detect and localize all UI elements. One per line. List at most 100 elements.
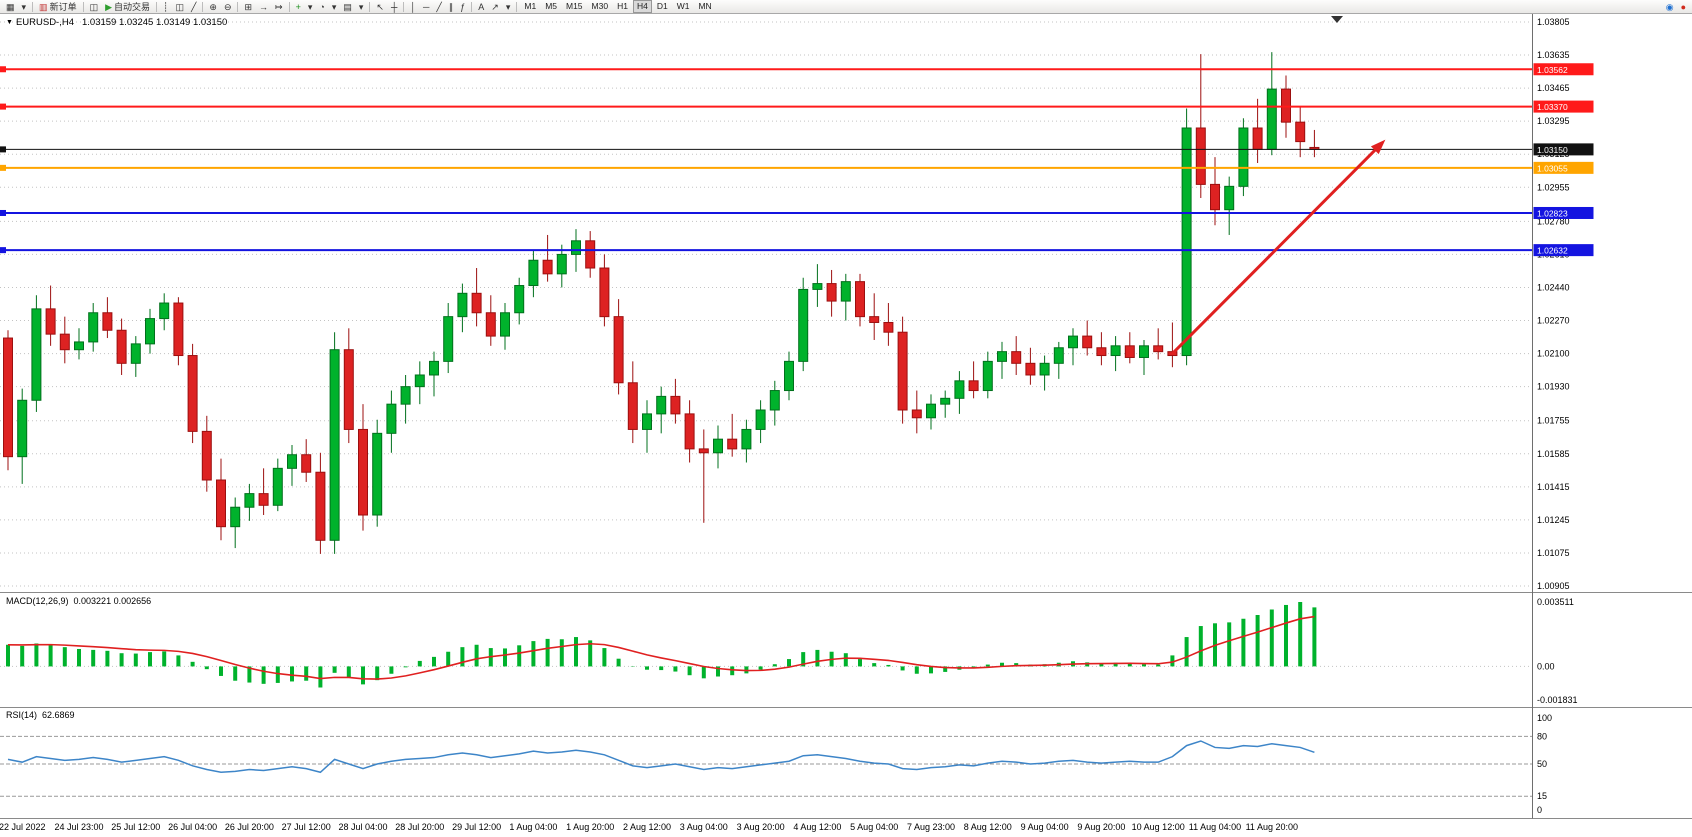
symbol-dropdown-icon[interactable]: ▼ [6, 19, 13, 26]
svg-text:1.02823: 1.02823 [1537, 208, 1568, 218]
chart-shift-icon[interactable]: ↦ [272, 0, 286, 14]
crosshair-icon: ┼ [390, 1, 398, 12]
timeframe-button-m5[interactable]: M5 [545, 1, 557, 11]
candlestick-chart-icon[interactable]: ◫ [172, 0, 187, 14]
chart-list-dropdown-icon[interactable]: ▾ [19, 0, 30, 14]
chart-shift-marker[interactable] [1331, 16, 1343, 23]
svg-text:1 Aug 20:00: 1 Aug 20:00 [566, 822, 614, 832]
tile-windows-icon[interactable]: ⊞ [241, 0, 255, 14]
toolbar-separator [369, 1, 371, 12]
profiles-icon[interactable]: ◫ [87, 0, 102, 14]
shapes-dropdown-icon[interactable]: ▾ [503, 0, 514, 14]
svg-text:11 Aug 04:00: 11 Aug 04:00 [1189, 822, 1241, 832]
timeframe-button-h4[interactable]: H4 [632, 0, 652, 13]
timeframe-button-w1[interactable]: W1 [676, 1, 690, 11]
svg-text:1.01075: 1.01075 [1537, 548, 1570, 558]
svg-text:1.01755: 1.01755 [1537, 416, 1570, 426]
svg-text:100: 100 [1537, 713, 1552, 723]
timeframe-button-m15[interactable]: M15 [566, 1, 583, 11]
zoom-in-icon[interactable]: ⊕ [206, 0, 220, 14]
toolbar-separator [237, 1, 239, 12]
auto-scroll-icon[interactable]: → [256, 0, 271, 14]
vertical-line-icon[interactable]: │ [407, 0, 419, 14]
templates-dropdown-icon[interactable]: ▾ [356, 0, 367, 14]
trendline-icon[interactable]: ╱ [433, 0, 444, 14]
svg-text:3 Aug 20:00: 3 Aug 20:00 [737, 822, 785, 832]
community-icon[interactable]: ◉ [1663, 0, 1677, 14]
chart-shift-icon: ↦ [275, 1, 283, 12]
bar-chart-icon[interactable]: ┊ [160, 0, 171, 14]
time-axis[interactable]: 22 Jul 2022 24 Jul 23:00 25 Jul 12:00 26 Ju… [0, 822, 1298, 832]
svg-text:0: 0 [1537, 805, 1542, 815]
svg-text:28 Jul 20:00: 28 Jul 20:00 [395, 822, 444, 832]
svg-text:26 Jul 20:00: 26 Jul 20:00 [225, 822, 274, 832]
svg-text:7 Aug 23:00: 7 Aug 23:00 [907, 822, 955, 832]
auto-scroll-icon: → [259, 1, 269, 12]
chart-list-dropdown-icon: ▾ [21, 1, 27, 12]
zoom-out-icon: ⊖ [223, 1, 232, 12]
templates-icon[interactable]: ▤ [340, 0, 355, 14]
svg-text:4 Aug 12:00: 4 Aug 12:00 [793, 822, 841, 832]
svg-text:1.00905: 1.00905 [1537, 581, 1570, 591]
timeframe-button-m1[interactable]: M1 [524, 1, 537, 11]
arrows-tool-icon: ↗ [491, 1, 499, 12]
zoom-out-icon[interactable]: ⊖ [221, 0, 235, 14]
bar-chart-icon: ┊ [163, 1, 169, 12]
new-order-button[interactable]: ▥ 新订单 [36, 0, 80, 14]
toolbar-separator [202, 1, 204, 12]
candlestick-series [3, 52, 1320, 554]
new-chart-icon[interactable]: ▦ [3, 0, 18, 14]
svg-text:22 Jul 2022: 22 Jul 2022 [0, 822, 45, 832]
indicators-dropdown-icon[interactable]: ▾ [305, 0, 316, 14]
svg-text:0.003511: 0.003511 [1537, 597, 1574, 607]
text-label-icon[interactable]: A [475, 0, 487, 14]
indicators-icon[interactable]: + [293, 0, 304, 14]
svg-text:9 Aug 20:00: 9 Aug 20:00 [1077, 822, 1125, 832]
timeframe-button-d1[interactable]: D1 [656, 1, 668, 11]
profiles-icon: ◫ [89, 1, 99, 12]
periods-dropdown-icon[interactable]: ▾ [329, 0, 340, 14]
svg-text:1.02100: 1.02100 [1537, 349, 1570, 359]
svg-text:50: 50 [1537, 759, 1547, 769]
autotrade-button[interactable]: ▶ 自动交易 [102, 0, 153, 14]
autotrade-button: ▶ [105, 1, 113, 12]
svg-text:15: 15 [1537, 791, 1547, 801]
alerts-icon[interactable]: ● [1678, 0, 1689, 14]
community-icon: ◉ [1665, 1, 1674, 12]
svg-text:1.01585: 1.01585 [1537, 449, 1570, 459]
timeframe-button-mn[interactable]: MN [698, 1, 712, 11]
macd-axis[interactable]: 0.003511 0.00 -0.001831 [1537, 597, 1578, 705]
trend-arrow[interactable] [1171, 139, 1386, 355]
line-chart-icon[interactable]: ╱ [188, 0, 199, 14]
svg-text:26 Jul 04:00: 26 Jul 04:00 [168, 822, 217, 832]
toolbar-separator [471, 1, 473, 12]
rsi-name: RSI(14) [6, 710, 38, 720]
macd-window [0, 602, 1532, 688]
rsi-axis[interactable]: 100 80 50 15 0 [1537, 713, 1552, 815]
svg-text:1.01930: 1.01930 [1537, 382, 1570, 392]
svg-text:1.03370: 1.03370 [1537, 102, 1568, 112]
trendline-icon: ╱ [436, 1, 442, 12]
timeframe-button-m30[interactable]: M30 [591, 1, 609, 11]
horizontal-line-icon[interactable]: ─ [420, 0, 432, 14]
equidistant-channel-icon[interactable]: ∥ [446, 0, 457, 14]
svg-text:29 Jul 12:00: 29 Jul 12:00 [452, 822, 501, 832]
svg-text:1.03635: 1.03635 [1537, 50, 1570, 60]
svg-text:1.03055: 1.03055 [1537, 163, 1568, 173]
timeframe-button-h1[interactable]: H1 [617, 1, 628, 11]
toolbar-separator [156, 1, 158, 12]
svg-text:27 Jul 12:00: 27 Jul 12:00 [282, 822, 331, 832]
fibonacci-icon[interactable]: ƒ [457, 0, 468, 14]
cursor-icon[interactable]: ↖ [373, 0, 387, 14]
svg-text:1 Aug 04:00: 1 Aug 04:00 [509, 822, 557, 832]
cursor-icon: ↖ [376, 1, 384, 12]
svg-text:9 Aug 04:00: 9 Aug 04:00 [1021, 822, 1069, 832]
macd-label: MACD(12,26,9) 0.003221 0.002656 [6, 596, 151, 606]
crosshair-icon[interactable]: ┼ [388, 0, 400, 14]
periods-clock-icon[interactable]: ◔ [316, 0, 327, 14]
svg-text:0.00: 0.00 [1537, 661, 1555, 671]
arrows-tool-icon[interactable]: ↗ [488, 0, 502, 14]
svg-text:1.03562: 1.03562 [1537, 65, 1568, 75]
svg-text:1.02632: 1.02632 [1537, 246, 1568, 256]
